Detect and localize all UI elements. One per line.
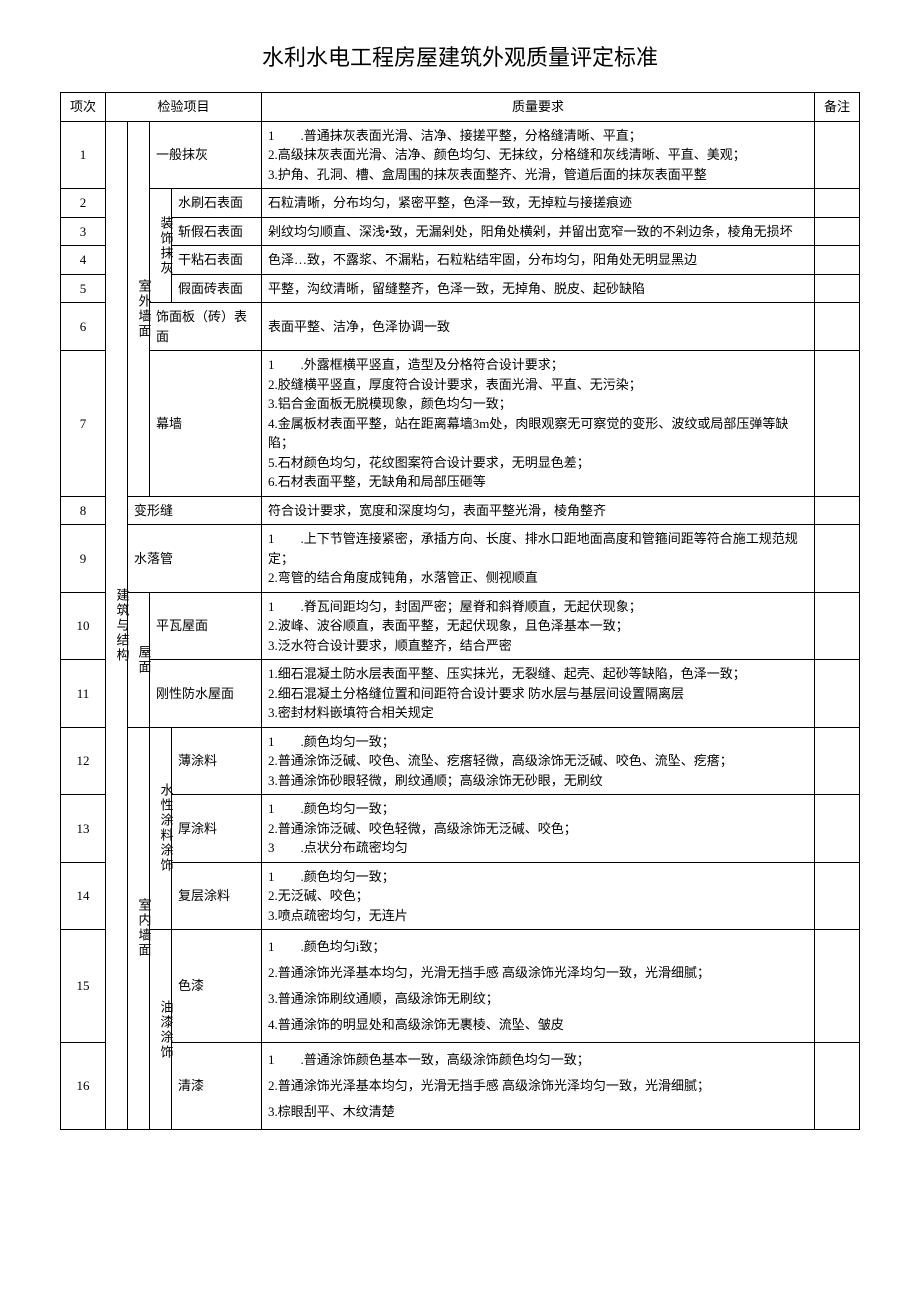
cell-name: 薄涂料 [172, 727, 262, 795]
table-row: 8 变形缝 符合设计要求，宽度和深度均匀，表面平整光滑，棱角整齐 [61, 496, 860, 525]
cell-note [815, 1043, 860, 1130]
cell-idx: 13 [61, 795, 106, 863]
table-header-row: 项次 检验项目 质量要求 备注 [61, 93, 860, 122]
cell-req: 1 .颜色均匀一致； 2.普通涂饰泛碱、咬色、流坠、疙瘩轻微，高级涂饰无泛碱、咬… [262, 727, 815, 795]
standards-table: 项次 检验项目 质量要求 备注 1 建筑与结构 室外墙面 一般抹灰 1 .普通抹… [60, 92, 860, 1130]
cell-note [815, 660, 860, 728]
cell-req: 1 .颜色均匀一致； 2.无泛碱、咬色； 3.喷点疏密均匀，无连片 [262, 862, 815, 930]
cell-name: 变形缝 [128, 496, 262, 525]
header-note: 备注 [815, 93, 860, 122]
cell-req: 剁纹均匀顺直、深浅•致，无漏剁处，阳角处横剁，并留出宽窄一致的不剁边条，棱角无损… [262, 217, 815, 246]
cell-idx: 5 [61, 274, 106, 303]
cell-idx: 3 [61, 217, 106, 246]
cell-req: 石粒清晰，分布均匀，紧密平整，色泽一致，无掉粒与接搓痕迹 [262, 189, 815, 218]
cell-idx: 12 [61, 727, 106, 795]
cell-note [815, 525, 860, 593]
table-row: 13 厚涂料 1 .颜色均匀一致； 2.普通涂饰泛碱、咬色轻微，高级涂饰无泛碱、… [61, 795, 860, 863]
cell-note [815, 862, 860, 930]
table-row: 14 复层涂料 1 .颜色均匀一致； 2.无泛碱、咬色； 3.喷点疏密均匀，无连… [61, 862, 860, 930]
cell-name: 水刷石表面 [172, 189, 262, 218]
cell-note [815, 189, 860, 218]
cell-note [815, 303, 860, 351]
cell-req: 平整，沟纹清晰，留缝整齐，色泽一致，无掉角、脱皮、起砂缺陷 [262, 274, 815, 303]
cell-name: 饰面板（砖）表面 [150, 303, 262, 351]
cell-note [815, 274, 860, 303]
cell-idx: 9 [61, 525, 106, 593]
cell-idx: 6 [61, 303, 106, 351]
cell-idx: 16 [61, 1043, 106, 1130]
table-row: 11 刚性防水屋面 1.细石混凝土防水层表面平整、压实抹光，无裂缝、起壳、起砂等… [61, 660, 860, 728]
cell-req: 1 .颜色均匀i致； 2.普通涂饰光泽基本均匀，光滑无挡手感 高级涂饰光泽均匀一… [262, 930, 815, 1043]
cell-name: 厚涂料 [172, 795, 262, 863]
table-row: 10 屋面 平瓦屋面 1 .脊瓦间距均匀，封固严密；屋脊和斜脊顺直，无起伏现象；… [61, 592, 860, 660]
cell-req: 符合设计要求，宽度和深度均匀，表面平整光滑，棱角整齐 [262, 496, 815, 525]
cell-req: 1.细石混凝土防水层表面平整、压实抹光，无裂缝、起壳、起砂等缺陷，色泽一致； 2… [262, 660, 815, 728]
group-waterpaint-label: 水性涂料涂饰 [156, 783, 176, 873]
cell-note [815, 795, 860, 863]
group-roof-label: 屋面 [134, 645, 154, 675]
table-row: 12 室内墙面 水性涂料涂饰 薄涂料 1 .颜色均匀一致； 2.普通涂饰泛碱、咬… [61, 727, 860, 795]
cell-group-main: 建筑与结构 [106, 121, 128, 1130]
table-row: 2 装饰抹灰 水刷石表面 石粒清晰，分布均匀，紧密平整，色泽一致，无掉粒与接搓痕… [61, 189, 860, 218]
cell-note [815, 930, 860, 1043]
cell-req: 1 .普通抹灰表面光滑、洁净、接搓平整，分格缝清晰、平直； 2.高级抹灰表面光滑… [262, 121, 815, 189]
cell-note [815, 727, 860, 795]
cell-idx: 1 [61, 121, 106, 189]
cell-note [815, 351, 860, 497]
header-req: 质量要求 [262, 93, 815, 122]
cell-note [815, 217, 860, 246]
cell-name: 色漆 [172, 930, 262, 1043]
cell-req: 色泽…致，不露浆、不漏粘，石粒粘结牢固，分布均匀，阳角处无明显黑边 [262, 246, 815, 275]
page-title: 水利水电工程房屋建筑外观质量评定标准 [60, 40, 860, 72]
table-row: 7 幕墙 1 .外露框横平竖直，造型及分格符合设计要求； 2.胶缝横平竖直，厚度… [61, 351, 860, 497]
table-row: 6 饰面板（砖）表面 表面平整、洁净，色泽协调一致 [61, 303, 860, 351]
cell-idx: 14 [61, 862, 106, 930]
table-row: 3 斩假石表面 剁纹均匀顺直、深浅•致，无漏剁处，阳角处横剁，并留出宽窄一致的不… [61, 217, 860, 246]
cell-name: 干粘石表面 [172, 246, 262, 275]
cell-name: 假面砖表面 [172, 274, 262, 303]
cell-note [815, 592, 860, 660]
cell-name: 水落管 [128, 525, 262, 593]
cell-idx: 10 [61, 592, 106, 660]
table-row: 1 建筑与结构 室外墙面 一般抹灰 1 .普通抹灰表面光滑、洁净、接搓平整，分格… [61, 121, 860, 189]
group-main-label: 建筑与结构 [112, 588, 132, 663]
cell-req: 1 .外露框横平竖直，造型及分格符合设计要求； 2.胶缝横平竖直，厚度符合设计要… [262, 351, 815, 497]
header-item: 检验项目 [106, 93, 262, 122]
table-row: 16 清漆 1 .普通涂饰颜色基本一致，高级涂饰颜色均匀一致； 2.普通涂饰光泽… [61, 1043, 860, 1130]
table-row: 15 油漆涂饰 色漆 1 .颜色均匀i致； 2.普通涂饰光泽基本均匀，光滑无挡手… [61, 930, 860, 1043]
cell-name: 清漆 [172, 1043, 262, 1130]
table-row: 9 水落管 1 .上下节管连接紧密，承插方向、长度、排水口距地面高度和管箍间距等… [61, 525, 860, 593]
cell-note [815, 246, 860, 275]
table-row: 4 干粘石表面 色泽…致，不露浆、不漏粘，石粒粘结牢固，分布均匀，阳角处无明显黑… [61, 246, 860, 275]
cell-idx: 8 [61, 496, 106, 525]
group-inwall-label: 室内墙面 [134, 898, 154, 958]
cell-idx: 15 [61, 930, 106, 1043]
cell-req: 1 .脊瓦间距均匀，封固严密；屋脊和斜脊顺直，无起伏现象； 2.波峰、波谷顺直，… [262, 592, 815, 660]
cell-name: 平瓦屋面 [150, 592, 262, 660]
cell-note [815, 121, 860, 189]
cell-name: 复层涂料 [172, 862, 262, 930]
cell-req: 1 .上下节管连接紧密，承插方向、长度、排水口距地面高度和管箍间距等符合施工规范… [262, 525, 815, 593]
cell-req: 表面平整、洁净，色泽协调一致 [262, 303, 815, 351]
cell-group-oilpaint: 油漆涂饰 [150, 930, 172, 1130]
cell-note [815, 496, 860, 525]
cell-group-outwall: 室外墙面 [128, 121, 150, 496]
cell-idx: 2 [61, 189, 106, 218]
cell-req: 1 .普通涂饰颜色基本一致，高级涂饰颜色均匀一致； 2.普通涂饰光泽基本均匀，光… [262, 1043, 815, 1130]
cell-name: 斩假石表面 [172, 217, 262, 246]
cell-group-inwall: 室内墙面 [128, 727, 150, 1130]
cell-name: 幕墙 [150, 351, 262, 497]
cell-idx: 11 [61, 660, 106, 728]
cell-name: 一般抹灰 [150, 121, 262, 189]
header-idx: 项次 [61, 93, 106, 122]
cell-req: 1 .颜色均匀一致； 2.普通涂饰泛碱、咬色轻微，高级涂饰无泛碱、咬色； 3 .… [262, 795, 815, 863]
cell-idx: 4 [61, 246, 106, 275]
group-deco-label: 装饰抹灰 [156, 216, 176, 276]
group-oilpaint-label: 油漆涂饰 [156, 1000, 176, 1060]
group-outwall-label: 室外墙面 [134, 279, 154, 339]
table-row: 5 假面砖表面 平整，沟纹清晰，留缝整齐，色泽一致，无掉角、脱皮、起砂缺陷 [61, 274, 860, 303]
cell-name: 刚性防水屋面 [150, 660, 262, 728]
cell-idx: 7 [61, 351, 106, 497]
